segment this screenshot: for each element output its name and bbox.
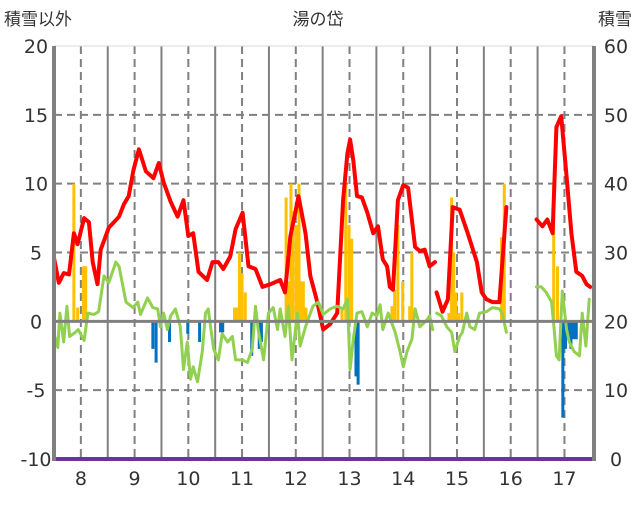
y-tick-label-right: 10 — [604, 380, 628, 402]
bar-positive — [294, 224, 298, 322]
x-tick-label: 11 — [230, 468, 254, 490]
bar-positive — [233, 307, 237, 322]
x-tick-label: 10 — [176, 468, 200, 490]
y-tick-label-right: 50 — [604, 105, 628, 127]
bar-positive — [344, 183, 348, 322]
bar-positive — [284, 197, 288, 322]
x-tick-label: 14 — [391, 468, 415, 490]
x-tick-label: 17 — [552, 468, 576, 490]
bar-positive — [447, 313, 451, 322]
right-axis-label: 積雪 — [598, 10, 632, 30]
bar-positive — [454, 292, 458, 322]
x-tick-label: 8 — [75, 468, 87, 490]
bar-positive — [401, 281, 405, 322]
bar-positive — [235, 307, 239, 322]
bar-negative — [151, 321, 155, 349]
y-tick-label-left: 10 — [24, 174, 48, 196]
bar-negative — [569, 321, 573, 349]
bar-positive — [452, 252, 456, 322]
bar-positive — [297, 183, 301, 322]
bar-negative — [354, 321, 358, 377]
bar-positive — [301, 281, 305, 322]
x-tick-label: 15 — [445, 468, 469, 490]
y-tick-label-right: 0 — [610, 449, 622, 471]
bar-positive — [243, 292, 247, 322]
bar-positive — [390, 306, 394, 322]
bar-positive — [82, 266, 86, 322]
bar-positive — [240, 273, 244, 322]
bar-positive — [393, 289, 397, 322]
y-tick-label-left: -5 — [27, 380, 46, 402]
bar-positive — [72, 183, 76, 322]
grid — [54, 45, 594, 459]
bar-positive — [555, 266, 559, 322]
left-axis-label: 積雪以外 — [4, 10, 72, 30]
bar-positive — [289, 183, 293, 322]
bar-negative — [356, 321, 360, 385]
bar-positive — [347, 224, 351, 322]
bar-positive — [299, 281, 303, 322]
bar-positive — [408, 306, 412, 322]
axes — [52, 46, 596, 461]
y-tick-label-left: 20 — [24, 36, 48, 58]
bar-negative — [154, 321, 158, 363]
y-tick-label-right: 20 — [604, 311, 628, 333]
x-tick-label: 13 — [337, 468, 361, 490]
bar-negative — [564, 321, 568, 349]
bar-negative — [168, 321, 172, 342]
bar-positive — [304, 307, 308, 322]
bar-positive — [286, 281, 290, 322]
bar-positive — [460, 292, 464, 322]
bar-positive — [84, 266, 88, 322]
bar-positive — [457, 313, 461, 322]
x-tick-label: 16 — [499, 468, 523, 490]
y-tick-label-left: 0 — [30, 311, 42, 333]
bar-positive — [340, 307, 344, 322]
red-series-line — [52, 114, 593, 332]
bar-negative — [259, 321, 263, 342]
x-tick-label: 9 — [129, 468, 141, 490]
chart-title: 湯の岱 — [293, 10, 344, 30]
bar-positive — [350, 238, 354, 322]
y-tick-label-left: 5 — [30, 243, 42, 265]
bar-negative — [186, 321, 190, 334]
bar-negative — [561, 321, 565, 418]
bar-positive — [396, 224, 400, 322]
bar-positive — [552, 183, 556, 322]
bar-negative — [198, 321, 202, 342]
bar-negative — [221, 321, 225, 333]
bar-negative — [574, 321, 578, 340]
y-tick-label-right: 30 — [604, 243, 628, 265]
bar-positive — [410, 252, 414, 322]
y-tick-label-right: 40 — [604, 174, 628, 196]
y-tick-label-right: 60 — [604, 36, 628, 58]
bar-negative — [572, 321, 576, 340]
bar-positive — [76, 307, 80, 322]
x-tick-label: 12 — [284, 468, 308, 490]
bar-positive — [237, 252, 241, 322]
y-tick-label-left: 15 — [24, 105, 48, 127]
bar-negative — [219, 321, 223, 333]
bar-positive — [291, 211, 295, 322]
y-tick-label-left: -10 — [20, 449, 51, 471]
